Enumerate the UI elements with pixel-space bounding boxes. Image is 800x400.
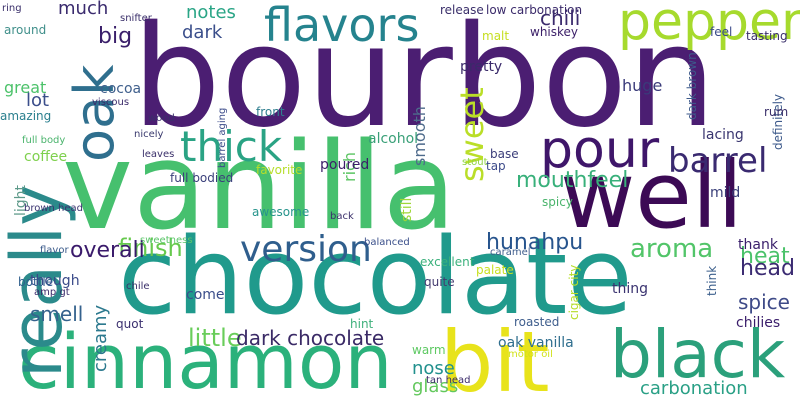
word: tan head [426,375,471,386]
word: low carbonation [486,3,583,17]
word: favorite [256,163,303,177]
word: cocoa [100,81,142,97]
word: much [58,0,109,19]
word: base [490,147,519,161]
word: full bodied [170,171,234,185]
word: overall [70,238,145,263]
word: amp gt [34,287,70,298]
word: amazing [0,109,52,123]
word: roasted [514,315,560,329]
word: aroma [630,234,714,264]
word: release [440,3,484,17]
word: dark chocolate [236,326,385,350]
word: coffee [24,149,68,165]
word: think [705,265,719,296]
word: flavor [40,245,69,256]
word: chili [540,6,581,30]
word: excellent [420,255,475,269]
word: vanilla [62,118,457,257]
word: nose [412,358,455,379]
word: mild [710,185,741,201]
word: malt [482,29,510,43]
word: come [186,287,225,303]
word: spicy [542,195,573,209]
word: creamy [90,304,111,372]
word: thank [738,237,778,253]
word: leaves [142,149,175,160]
word: finish [118,234,183,262]
word: black [610,316,786,393]
word: chocolate [118,215,633,338]
word: feel [710,25,733,39]
word: bit [440,313,550,400]
word: still [399,197,415,222]
word: quite [424,275,455,289]
word: tap [486,159,506,173]
word: back [330,211,354,222]
word: viscous [92,97,130,108]
word: alcohol [368,131,419,147]
word: barrel [668,141,768,181]
word: stout [462,157,488,168]
word: dark [182,22,223,43]
word: warm [412,343,446,357]
word: awesome [252,205,310,219]
word: thick [180,122,283,171]
word: notes [186,2,236,23]
word: bourbon [132,0,717,159]
word: oak vanilla [498,335,574,351]
word: rum [764,105,789,119]
word: huge [622,76,663,95]
word: balanced [364,237,410,248]
word: smell [30,302,84,326]
word: snifter [120,13,152,24]
word: quot [116,317,144,331]
word: glass [412,376,459,397]
word: tasting [746,29,788,43]
word: wood [148,113,175,124]
word: hint [350,317,374,331]
word: version [240,229,372,270]
word: pour [540,120,660,180]
word: pepper [618,0,800,52]
word: whiskey [530,25,579,39]
word: nicely [134,129,164,140]
word: hunahpu [486,230,584,255]
word: well [560,142,743,249]
word: chilies [736,315,781,331]
word: cinnamon [18,317,393,400]
word: lot [26,90,50,111]
word: mouthfeel [516,168,629,193]
word: great [4,78,47,97]
word: palate [476,263,514,277]
word: though [30,273,80,289]
word: cigar city [567,264,581,320]
word: front [256,105,285,119]
word: little [188,324,242,352]
word: oak [63,64,126,162]
word: ring [2,3,22,14]
word: chile [126,281,150,292]
word: thing [612,281,649,297]
word: dark brown [685,52,699,120]
word: definitely [771,93,785,150]
word: motor oil [508,349,553,360]
word: brown head [24,203,84,214]
word: full body [22,135,66,146]
word: lacing [702,127,744,143]
word: spice [738,290,790,314]
word: poured [320,157,370,173]
word: head [740,256,795,281]
word: barrel aging [217,107,228,168]
word: sweetness [140,235,193,246]
word: around [4,23,47,37]
word: flavors [264,0,420,52]
word: pretty [460,59,503,75]
word: big [98,24,133,49]
word: heat [740,244,790,269]
word: bottle [18,275,54,289]
word: carbonation [640,378,748,399]
word: caramel [490,247,531,258]
